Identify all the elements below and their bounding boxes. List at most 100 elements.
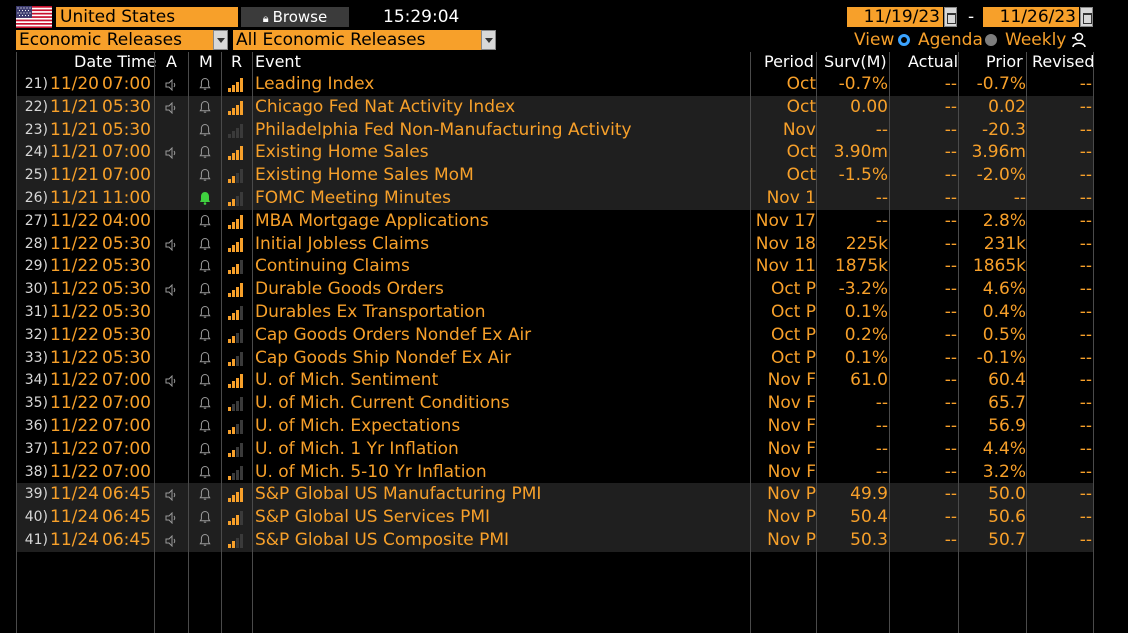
start-date-field[interactable]: 11/19/23: [847, 7, 943, 27]
start-calendar-icon[interactable]: [944, 7, 957, 27]
row-number[interactable]: 24): [24, 144, 48, 161]
row-number[interactable]: 31): [24, 304, 48, 320]
alert-bell-icon[interactable]: [199, 328, 211, 342]
row-number[interactable]: 29): [24, 258, 48, 275]
event-name[interactable]: U. of Mich. 5-10 Yr Inflation: [255, 461, 487, 482]
speaker-icon[interactable]: [165, 238, 177, 251]
event-name[interactable]: FOMC Meeting Minutes: [255, 188, 451, 208]
row-number[interactable]: 35): [24, 395, 48, 412]
row-number[interactable]: 33): [24, 349, 48, 366]
subcategory-chevron-down-icon[interactable]: [481, 30, 496, 50]
alert-bell-icon[interactable]: [199, 419, 211, 433]
weekly-radio[interactable]: [985, 34, 997, 46]
event-name[interactable]: Existing Home Sales: [255, 142, 429, 163]
category-dropdown[interactable]: Economic Releases: [16, 30, 213, 50]
event-name[interactable]: Existing Home Sales MoM: [255, 165, 474, 186]
row-number[interactable]: 38): [24, 463, 48, 480]
table-row[interactable]: 22) 11/21 05:30 Chicago Fed Nat Activity In…: [16, 95, 1094, 119]
us-flag-icon[interactable]: [16, 6, 52, 28]
event-name[interactable]: S&P Global US Composite PMI: [255, 530, 510, 550]
row-number[interactable]: 28): [24, 235, 48, 252]
speaker-icon[interactable]: [165, 489, 177, 502]
table-row[interactable]: 26) 11/21 11:00 FOMC Meeting Minutes Nov 1 --…: [16, 187, 1094, 210]
speaker-icon[interactable]: [165, 535, 177, 547]
alert-bell-icon[interactable]: [199, 145, 211, 159]
header-prior[interactable]: Prior: [986, 52, 1023, 72]
table-row[interactable]: 33) 11/22 05:30 Cap Goods Ship Nondef Ex Ai…: [16, 347, 1094, 370]
alert-bell-icon[interactable]: [199, 305, 211, 319]
alert-bell-icon[interactable]: [199, 259, 211, 273]
table-row[interactable]: 25) 11/21 07:00 Existing Home Sales MoM Oct -…: [16, 164, 1094, 188]
event-name[interactable]: Durable Goods Orders: [255, 279, 444, 300]
table-row[interactable]: 31) 11/22 05:30 Durables Ex Transportation O…: [16, 301, 1094, 324]
row-number[interactable]: 41): [24, 532, 48, 548]
alert-bell-icon[interactable]: [199, 214, 211, 228]
event-name[interactable]: Cap Goods Orders Nondef Ex Air: [255, 324, 532, 345]
alert-bell-icon[interactable]: [199, 396, 211, 410]
alert-bell-icon[interactable]: [199, 465, 211, 479]
row-number[interactable]: 27): [24, 212, 48, 229]
row-number[interactable]: 25): [24, 167, 48, 184]
table-row[interactable]: 38) 11/22 07:00 U. of Mich. 5-10 Yr Inflati…: [16, 461, 1094, 484]
table-row[interactable]: 34) 11/22 07:00 U. of Mich. Sentiment Nov F 6…: [16, 369, 1094, 392]
end-calendar-icon[interactable]: [1080, 7, 1093, 27]
speaker-icon[interactable]: [165, 512, 177, 525]
event-name[interactable]: Initial Jobless Claims: [255, 233, 430, 254]
event-name[interactable]: Philadelphia Fed Non-Manufacturing Activ…: [255, 119, 632, 140]
alert-bell-icon[interactable]: [199, 237, 211, 251]
table-row[interactable]: 32) 11/22 05:30 Cap Goods Orders Nondef Ex …: [16, 324, 1094, 347]
agenda-radio[interactable]: [898, 34, 910, 46]
table-row[interactable]: 36) 11/22 07:00 U. of Mich. Expectations Nov…: [16, 415, 1094, 438]
event-name[interactable]: U. of Mich. Expectations: [255, 416, 461, 436]
event-name[interactable]: U. of Mich. Sentiment: [255, 370, 439, 391]
table-row[interactable]: 24) 11/21 07:00 Existing Home Sales Oct 3.90m…: [16, 141, 1094, 165]
row-number[interactable]: 40): [24, 509, 48, 526]
event-name[interactable]: U. of Mich. Current Conditions: [255, 393, 510, 414]
event-name[interactable]: MBA Mortgage Applications: [255, 210, 489, 231]
category-chevron-down-icon[interactable]: [213, 30, 228, 50]
header-r[interactable]: R: [231, 52, 243, 72]
event-name[interactable]: S&P Global US Services PMI: [255, 507, 490, 528]
table-row[interactable]: 35) 11/22 07:00 U. of Mich. Current Conditi…: [16, 392, 1094, 415]
row-number[interactable]: 34): [24, 372, 48, 389]
alert-bell-icon[interactable]: [199, 123, 211, 137]
alert-bell-icon[interactable]: [199, 373, 211, 387]
event-name[interactable]: Cap Goods Ship Nondef Ex Air: [255, 347, 512, 368]
table-row[interactable]: 41) 11/24 06:45 S&P Global US Composite PMI…: [16, 529, 1094, 552]
row-number[interactable]: 39): [24, 486, 48, 503]
end-date-field[interactable]: 11/26/23: [983, 7, 1079, 27]
table-row[interactable]: 27) 11/22 04:00 MBA Mortgage Applications No…: [16, 210, 1094, 233]
table-row[interactable]: 30) 11/22 05:30 Durable Goods Orders Oct P -3…: [16, 278, 1094, 301]
table-row[interactable]: 37) 11/22 07:00 U. of Mich. 1 Yr Inflation N…: [16, 438, 1094, 461]
header-date-time[interactable]: Date Time: [74, 52, 157, 72]
row-number[interactable]: 37): [24, 440, 48, 457]
alert-bell-icon[interactable]: [199, 442, 211, 456]
event-name[interactable]: S&P Global US Manufacturing PMI: [255, 484, 542, 505]
table-row[interactable]: 39) 11/24 06:45 S&P Global US Manufacturing…: [16, 483, 1094, 507]
event-name[interactable]: Durables Ex Transportation: [255, 302, 486, 322]
row-number[interactable]: 30): [24, 281, 48, 298]
row-number[interactable]: 36): [24, 418, 48, 434]
alert-bell-icon[interactable]: [199, 510, 211, 524]
header-m[interactable]: M: [199, 52, 213, 72]
table-row[interactable]: 29) 11/22 05:30 Continuing Claims Nov 11 1875…: [16, 255, 1094, 278]
row-number[interactable]: 22): [24, 98, 48, 115]
weekly-label[interactable]: Weekly: [1005, 30, 1067, 50]
speaker-icon[interactable]: [165, 375, 177, 388]
header-period[interactable]: Period: [764, 52, 814, 72]
agenda-label[interactable]: Agenda: [918, 30, 983, 50]
person-search-icon[interactable]: [1070, 32, 1086, 48]
row-number[interactable]: 21): [24, 76, 48, 92]
row-number[interactable]: 26): [24, 190, 48, 206]
alert-bell-icon[interactable]: [199, 487, 211, 501]
event-name[interactable]: U. of Mich. 1 Yr Inflation: [255, 438, 459, 459]
event-name[interactable]: Continuing Claims: [255, 256, 410, 277]
row-number[interactable]: 23): [24, 121, 48, 138]
alert-bell-icon[interactable]: [199, 100, 211, 114]
alert-bell-icon[interactable]: [199, 77, 211, 91]
browse-button[interactable]: 🔒︎ Browse: [241, 7, 349, 27]
speaker-icon[interactable]: [165, 147, 177, 160]
table-row[interactable]: 40) 11/24 06:45 S&P Global US Services PMI N…: [16, 506, 1094, 530]
alert-bell-active-icon[interactable]: [199, 191, 211, 205]
header-event[interactable]: Event: [255, 52, 301, 72]
